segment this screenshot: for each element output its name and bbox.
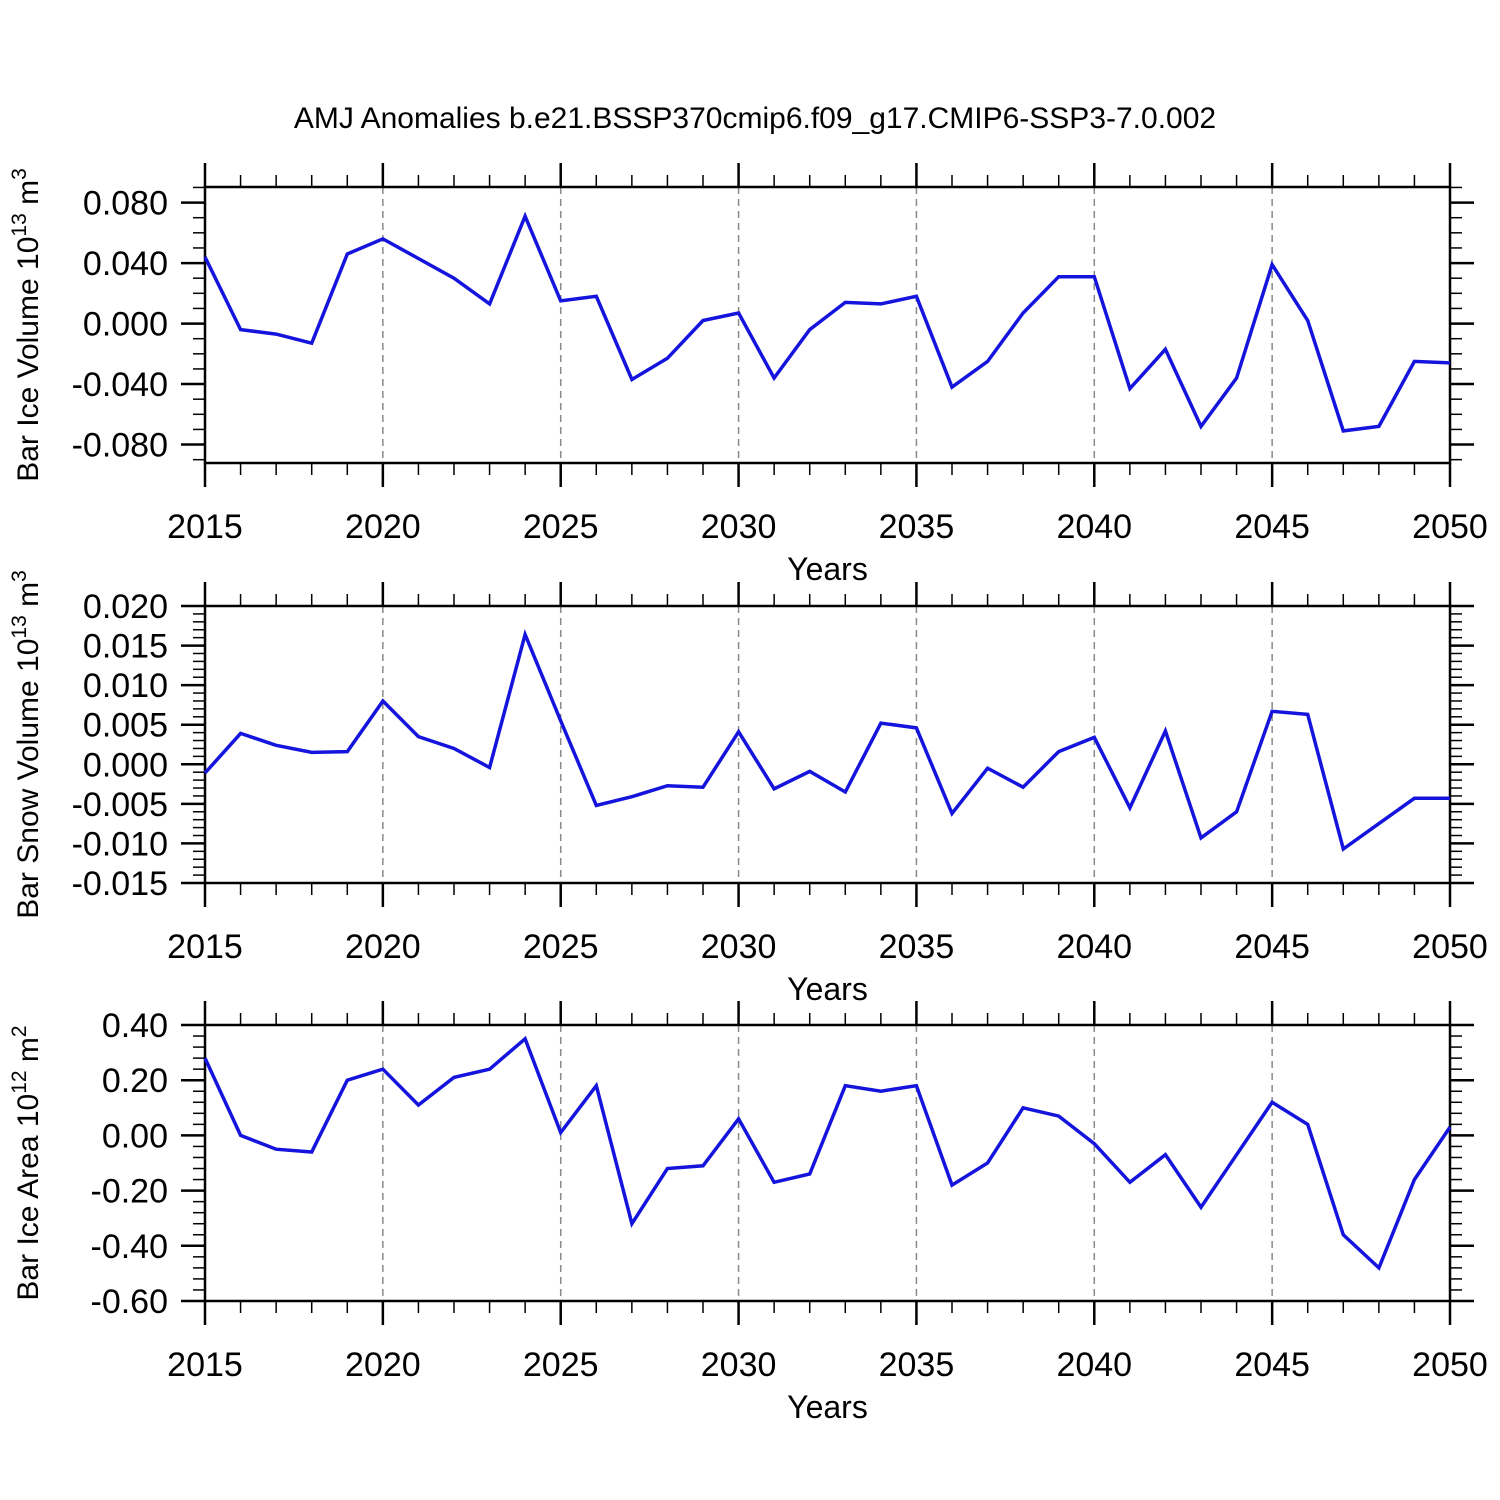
x-tick-label: 2050 xyxy=(1412,508,1488,546)
y-tick-label: 0.000 xyxy=(83,306,168,344)
plot-box xyxy=(203,185,1452,465)
y-tick-label: -0.60 xyxy=(91,1283,169,1321)
y-tick-label: 0.015 xyxy=(83,628,168,666)
y-tick-label: 0.000 xyxy=(83,746,168,784)
x-tick-label: 2020 xyxy=(345,1346,421,1384)
x-tick-label: 2040 xyxy=(1056,1346,1132,1384)
x-tick-label: 2030 xyxy=(701,928,777,966)
y-tick-label: 0.010 xyxy=(83,667,168,705)
x-tick-label: 2020 xyxy=(345,508,421,546)
x-tick-label: 2025 xyxy=(523,1346,599,1384)
y-tick-label: 0.40 xyxy=(102,1007,168,1045)
x-tick-label: 2050 xyxy=(1412,928,1488,966)
y-tick-label: -0.080 xyxy=(72,427,168,465)
x-tick-label: 2025 xyxy=(523,928,599,966)
y-tick-label: -0.040 xyxy=(72,366,168,404)
y-tick-label: -0.40 xyxy=(91,1228,169,1266)
y-tick-label: 0.020 xyxy=(83,588,168,626)
bar-ice-area-panel: 0.40 0.20 0.00 -0.20 -0.40 -0.60 2015 2020 2025 2… xyxy=(8,1001,1488,1425)
x-axis-title: Years xyxy=(787,1389,868,1425)
x-tick-label: 2015 xyxy=(167,928,243,966)
bar-ice-volume-panel: 0.080 0.040 0.000 -0.040 -0.080 2015 2020 2025 2… xyxy=(8,163,1488,587)
y-tick-label: 0.20 xyxy=(102,1062,168,1100)
y-axis-title: Bar Ice Volume 1013 m3 xyxy=(8,168,45,482)
bar-snow-volume-panel: 0.0200.0150.0100.0050.000-0.005-0.010-0.… xyxy=(8,570,1488,1007)
plot-box xyxy=(203,1023,1452,1303)
x-axis-title: Years xyxy=(787,551,868,587)
x-tick-label: 2045 xyxy=(1234,508,1310,546)
x-tick-label: 2035 xyxy=(879,928,955,966)
chart-title: AMJ Anomalies b.e21.BSSP370cmip6.f09_g17… xyxy=(294,102,1216,135)
y-tick-label: -0.005 xyxy=(72,786,168,824)
y-tick-label: 0.00 xyxy=(102,1117,168,1155)
x-tick-label: 2025 xyxy=(523,508,599,546)
x-tick-label: 2015 xyxy=(167,1346,243,1384)
x-tick-label: 2045 xyxy=(1234,1346,1310,1384)
x-tick-label: 2015 xyxy=(167,508,243,546)
x-tick-label: 2030 xyxy=(701,1346,777,1384)
x-tick-label: 2040 xyxy=(1056,928,1132,966)
x-tick-label: 2035 xyxy=(879,1346,955,1384)
chart-panels: 0.080 0.040 0.000 -0.040 -0.080 2015 2020 2025 2… xyxy=(8,163,1488,1425)
x-axis-title: Years xyxy=(787,971,868,1007)
x-tick-label: 2045 xyxy=(1234,928,1310,966)
x-tick-label: 2020 xyxy=(345,928,421,966)
y-axis-title: Bar Ice Area 1012 m2 xyxy=(8,1025,45,1300)
y-tick-label: -0.20 xyxy=(91,1173,169,1211)
y-tick-label: 0.040 xyxy=(83,245,168,283)
plot-box xyxy=(203,604,1452,885)
y-tick-label: -0.010 xyxy=(72,825,168,863)
y-tick-label: -0.015 xyxy=(72,865,168,903)
bar-snow-volume-line xyxy=(203,629,1450,852)
y-tick-label: 0.005 xyxy=(83,707,168,745)
x-tick-label: 2035 xyxy=(879,508,955,546)
x-tick-label: 2040 xyxy=(1056,508,1132,546)
bar-ice-area-line xyxy=(203,1035,1452,1271)
bar-ice-volume-line xyxy=(203,211,1451,433)
y-tick-label: 0.080 xyxy=(83,185,168,223)
x-tick-label: 2030 xyxy=(701,508,777,546)
x-tick-label: 2050 xyxy=(1412,1346,1488,1384)
y-axis-title: Bar Snow Volume 1013 m3 xyxy=(8,570,45,919)
